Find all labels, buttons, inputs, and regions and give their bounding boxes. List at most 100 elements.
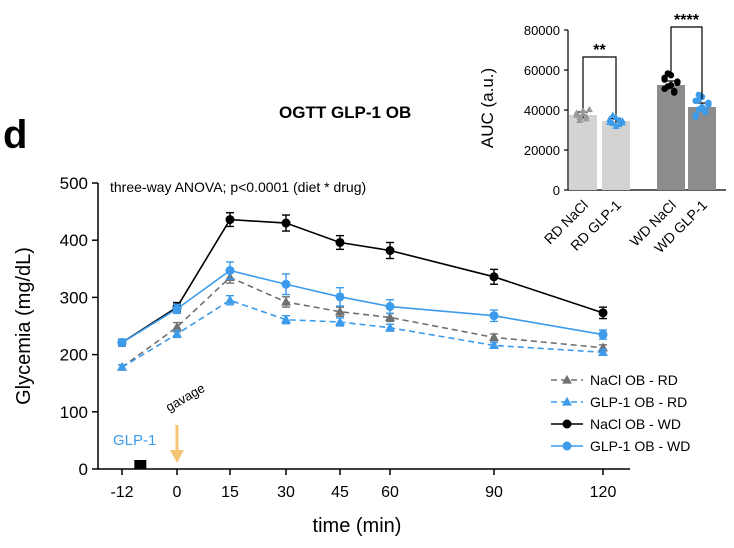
series-line [121,276,604,368]
y-tick-label: 300 [60,288,88,307]
data-point [281,314,291,324]
inset-y-tick-label: 60000 [524,63,560,78]
individual-point [579,106,587,113]
data-point [281,279,291,289]
series-line [121,299,604,368]
individual-point [612,122,620,129]
y-tick-label: 400 [60,231,88,250]
individual-point [618,119,626,126]
legend: NaCl OB - RD GLP-1 OB - RD NaCl OB - WD GLP… [551,372,690,454]
legend-item-nacl-ob-rd: NaCl OB - RD [551,372,678,388]
series-line [121,218,604,344]
legend-label: GLP-1 OB - WD [590,438,690,454]
x-axis-label: time (min) [313,515,402,537]
data-point [225,295,235,304]
data-point [335,316,345,326]
series-nacl-ob-wd [117,212,608,348]
data-point [385,245,395,255]
individual-point [671,89,678,96]
legend-label: NaCl OB - RD [590,372,678,388]
data-point [385,302,395,312]
data-point [335,292,345,302]
individual-point [576,116,584,123]
legend-label: NaCl OB - WD [590,416,681,432]
y-tick-label: 200 [60,346,88,365]
data-point [172,328,182,338]
x-tick-label: 30 [277,484,295,501]
inset-y-axis-label: AUC (a.u.) [478,68,497,148]
significance-bracket [582,56,617,115]
data-point [598,308,608,318]
individual-point [695,91,702,99]
x-tick-label: 120 [590,484,617,501]
chart-title: OGTT GLP-1 OB [279,103,411,122]
inset-y-tick-label: 80000 [524,23,560,38]
inset-y-tick-label: 0 [553,183,560,198]
dosing-annotations: GLP-1 gavage [113,380,207,469]
series-glp-1-ob-wd [117,261,608,348]
individual-point [573,111,581,118]
individual-point [582,112,590,119]
data-point [117,338,127,348]
inset-y-tick-label: 40000 [524,103,560,118]
data-point [489,332,499,342]
data-point [281,218,291,228]
data-point [225,266,235,276]
data-point [225,215,235,225]
data-point [281,296,291,306]
legend-marker [562,374,572,384]
individual-point [692,113,699,121]
legend-item-nacl-ob-wd: NaCl OB - WD [551,416,681,432]
data-point [117,362,127,371]
anova-annotation: three-way ANOVA; p<0.0001 (diet * drug) [110,179,366,195]
data-point [172,304,182,314]
significance-label: **** [674,12,700,29]
main-chart-axes: 0 100 200 300 400 500 -12 0 15 30 45 60 90 120 [60,174,630,501]
data-point [598,330,608,340]
individual-point [705,99,712,107]
y-axis-label: Glycemia (mg/dL) [13,247,35,405]
inset-y-tick-label: 20000 [524,143,560,158]
individual-point [609,111,617,118]
y-tick-label: 500 [60,174,88,193]
significance-label: ** [593,42,606,59]
bar-wd-glp-1 [688,107,716,190]
series-glp-1-ob-rd [117,294,608,371]
gavage-label: gavage [163,380,207,414]
legend-marker [562,419,572,429]
data-point [385,322,395,332]
bar-wd-nacl [657,85,685,190]
legend-marker [562,396,572,406]
individual-point [579,110,587,117]
main-chart-series [117,212,608,371]
data-point [385,312,395,322]
panel-letter: d [3,113,27,157]
individual-point [695,96,702,104]
bar-rd-nacl [569,115,597,190]
individual-point [661,85,668,93]
legend-label: GLP-1 OB - RD [590,394,687,410]
individual-point [612,113,620,121]
x-tick-label: -12 [110,484,133,501]
x-tick-label: 45 [331,484,349,501]
drug-dose-marker [134,460,147,469]
individual-point [674,78,681,85]
data-point [489,340,499,350]
data-point [335,237,345,247]
x-tick-label: 90 [485,484,503,501]
individual-point [664,70,671,77]
drug-label: GLP-1 [113,432,156,449]
legend-item-glp-1-ob-wd: GLP-1 OB - WD [551,438,690,454]
data-point [489,311,499,321]
individual-point [667,82,675,89]
data-point [598,347,608,356]
data-point [489,272,499,282]
legend-marker [562,441,572,451]
individual-point [615,116,623,123]
legend-item-glp-1-ob-rd: GLP-1 OB - RD [551,394,687,410]
individual-point [585,105,593,113]
data-point [335,306,345,316]
individual-point [606,118,614,125]
